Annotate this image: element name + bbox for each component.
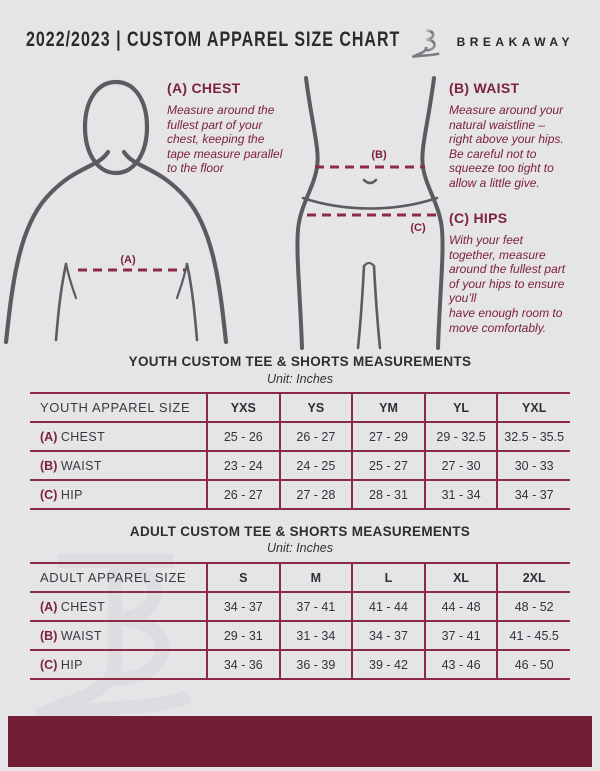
youth-size-table: YOUTH APPAREL SIZE YXS YS YM YL YXL (A) CHEST 2… <box>30 392 570 510</box>
size-column-header: YXS <box>206 393 280 423</box>
brand-lockup: BREAKAWAY <box>410 23 574 60</box>
size-column-header: XL <box>423 563 498 593</box>
left-torso-outline <box>295 76 320 350</box>
size-column-header: 2XL <box>496 563 570 593</box>
size-range-cell: 34 - 37 <box>206 592 280 622</box>
hips-body-text: With your feet together, measure around … <box>449 233 566 335</box>
size-range-cell: 34 - 37 <box>496 480 570 510</box>
size-range-cell: 34 - 36 <box>206 650 280 680</box>
measurement-row-label: (A) CHEST <box>30 422 207 452</box>
footer-accent-bar <box>8 716 592 767</box>
size-range-cell: 25 - 26 <box>206 422 280 452</box>
page-header: 2022/2023 | CUSTOM APPAREL SIZE CHART <box>0 22 600 60</box>
measurement-row: (B) WAIST 29 - 31 31 - 34 34 - 37 37 - 41 41 … <box>30 621 570 651</box>
hips-diagram-label: (C) <box>410 222 426 234</box>
adult-section-title: ADULT CUSTOM TEE & SHORTS MEASUREMENTS <box>129 524 471 539</box>
left-armpit-fork <box>64 262 78 300</box>
size-range-cell: 27 - 28 <box>278 480 353 510</box>
chest-body-text: Measure around the fullest part of your … <box>167 103 283 176</box>
hips-heading: (C) HIPS <box>449 210 508 226</box>
waist-heading: (B) WAIST <box>449 80 520 96</box>
size-column-header: L <box>351 563 425 593</box>
hips-instructions: (C) HIPS With your feet together, measur… <box>449 210 594 335</box>
chest-diagram-label: (A) <box>120 254 136 266</box>
size-column-header: YS <box>278 393 353 423</box>
size-column-header: YL <box>423 393 498 423</box>
measurement-row: (C) HIP 34 - 36 36 - 39 39 - 42 43 - 46 46 - … <box>30 650 570 680</box>
table-header-row: ADULT APPAREL SIZE S M L XL 2XL <box>30 563 570 593</box>
crotch-curve <box>362 261 376 268</box>
right-shoulder-outline <box>121 149 229 345</box>
inner-right-leg-line <box>372 264 382 350</box>
waist-instructions: (B) WAIST Measure around your natural wa… <box>449 80 589 191</box>
size-range-cell: 32.5 - 35.5 <box>496 422 570 452</box>
measurement-row: (A) CHEST 25 - 26 26 - 27 27 - 29 29 - 32.5 3… <box>30 422 570 452</box>
size-range-cell: 41 - 44 <box>351 592 425 622</box>
adult-size-table: ADULT APPAREL SIZE S M L XL 2XL (A) CHEST 34 - … <box>30 562 570 680</box>
table-header-row: YOUTH APPAREL SIZE YXS YS YM YL YXL <box>30 393 570 423</box>
brand-name: BREAKAWAY <box>456 35 574 49</box>
lower-body-diagram: (B) (C) <box>295 76 445 350</box>
size-range-cell: 29 - 31 <box>206 621 280 651</box>
apparel-size-header: YOUTH APPAREL SIZE <box>30 393 207 423</box>
size-range-cell: 26 - 27 <box>278 422 353 452</box>
measurement-row: (C) HIP 26 - 27 27 - 28 28 - 31 31 - 34 34 - … <box>30 480 570 510</box>
navel-curve <box>362 178 378 185</box>
upper-body-diagram: (A) <box>3 79 229 345</box>
size-column-header: YM <box>351 393 425 423</box>
size-range-cell: 37 - 41 <box>278 592 353 622</box>
size-range-cell: 36 - 39 <box>278 650 353 680</box>
apparel-size-header: ADULT APPAREL SIZE <box>30 563 207 593</box>
measurement-row-label: (B) WAIST <box>30 451 207 481</box>
size-column-header: S <box>206 563 280 593</box>
size-range-cell: 31 - 34 <box>278 621 353 651</box>
measurement-row-label: (C) HIP <box>30 650 207 680</box>
right-armpit-line <box>185 262 199 342</box>
right-torso-outline <box>420 76 445 350</box>
size-range-cell: 34 - 37 <box>351 621 425 651</box>
breakaway-logo-icon <box>411 27 440 58</box>
inner-left-leg-line <box>356 264 366 350</box>
size-range-cell: 30 - 33 <box>496 451 570 481</box>
size-range-cell: 39 - 42 <box>351 650 425 680</box>
size-range-cell: 37 - 41 <box>423 621 498 651</box>
measurement-row: (A) CHEST 34 - 37 37 - 41 41 - 44 44 - 48 48 … <box>30 592 570 622</box>
size-range-cell: 25 - 27 <box>351 451 425 481</box>
measurement-row: (B) WAIST 23 - 24 24 - 25 25 - 27 27 - 30 30 … <box>30 451 570 481</box>
size-range-cell: 43 - 46 <box>423 650 498 680</box>
size-range-cell: 48 - 52 <box>496 592 570 622</box>
size-range-cell: 31 - 34 <box>423 480 498 510</box>
hip-garment-curve <box>301 196 439 210</box>
left-shoulder-outline <box>3 149 111 345</box>
left-armpit-line <box>54 262 68 342</box>
size-range-cell: 24 - 25 <box>278 451 353 481</box>
page-title: 2022/2023 | CUSTOM APPAREL SIZE CHART <box>26 29 401 52</box>
size-column-header: YXL <box>496 393 570 423</box>
waist-body-text: Measure around your natural waistline – … <box>449 103 564 190</box>
chest-instructions: (A) CHEST Measure around the fullest par… <box>167 80 317 176</box>
right-armpit-fork <box>175 262 189 300</box>
youth-unit-label: Unit: Inches <box>266 372 333 386</box>
size-column-header: M <box>278 563 353 593</box>
size-range-cell: 27 - 29 <box>351 422 425 452</box>
measurement-row-label: (C) HIP <box>30 480 207 510</box>
head-outline <box>82 79 150 176</box>
size-range-cell: 46 - 50 <box>496 650 570 680</box>
size-range-cell: 28 - 31 <box>351 480 425 510</box>
size-range-cell: 41 - 45.5 <box>496 621 570 651</box>
size-range-cell: 29 - 32.5 <box>423 422 498 452</box>
size-range-cell: 26 - 27 <box>206 480 280 510</box>
measurement-row-label: (A) CHEST <box>30 592 207 622</box>
waist-diagram-label: (B) <box>371 149 387 161</box>
adult-unit-label: Unit: Inches <box>266 541 333 555</box>
size-range-cell: 27 - 30 <box>423 451 498 481</box>
size-range-cell: 23 - 24 <box>206 451 280 481</box>
chest-heading: (A) CHEST <box>167 80 241 96</box>
youth-section-title: YOUTH CUSTOM TEE & SHORTS MEASUREMENTS <box>128 354 472 369</box>
measurement-row-label: (B) WAIST <box>30 621 207 651</box>
size-range-cell: 44 - 48 <box>423 592 498 622</box>
